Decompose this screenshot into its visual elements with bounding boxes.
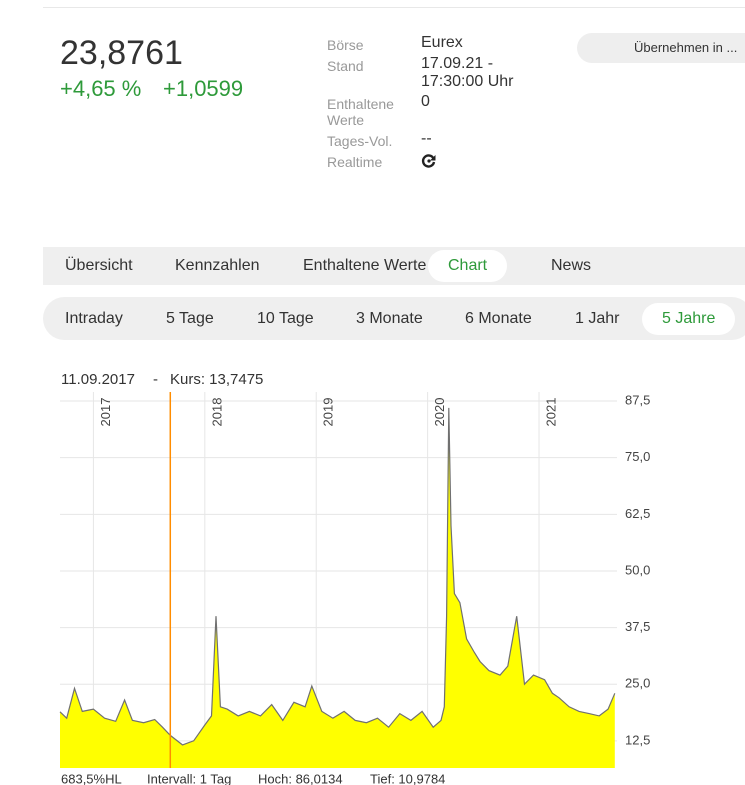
footer-stat: Intervall: 1 Tag <box>147 771 231 785</box>
area <box>60 407 615 768</box>
period-tab[interactable]: 3 Monate <box>356 309 423 327</box>
price: 23,8761 <box>60 34 183 72</box>
y-tick-label: 62,5 <box>625 506 650 521</box>
footer-stat: 683,5%HL <box>61 771 122 785</box>
y-tick-label: 75,0 <box>625 449 650 464</box>
x-tick-label: 2021 <box>543 398 558 427</box>
period-bar: Intraday 5 Tage 10 Tage 3 Monate 6 Monate 1 J… <box>43 297 745 340</box>
period-tab[interactable]: 6 Monate <box>465 309 532 327</box>
crosshair-sep: - <box>153 371 158 388</box>
period-tab[interactable]: 5 Tage <box>166 309 214 327</box>
info-label: Stand <box>327 58 364 74</box>
info-row: Tages-Vol. -- <box>327 130 527 149</box>
info-table: Börse Eurex Stand 17.09.21 - 17:30:00 Uhr En… <box>327 34 527 172</box>
info-label: Tages-Vol. <box>327 133 393 149</box>
period-tab[interactable]: 1 Jahr <box>575 309 620 327</box>
footer-stat: Tief: 10,9784 <box>370 771 445 785</box>
change-percent: +4,65 % <box>60 76 142 101</box>
info-label: Realtime <box>327 154 383 170</box>
line <box>59 407 616 746</box>
chart: 2017 2018 2019 2020 2021 12,5 25,0 37,5 50,0 62,5… <box>59 371 650 785</box>
y-tick-label: 87,5 <box>625 392 650 407</box>
y-tick-label: 37,5 <box>625 619 650 634</box>
period-tab[interactable]: 5 Jahre <box>642 302 736 335</box>
y-tick-label: 12,5 <box>625 732 650 747</box>
crosshair-value: Kurs: 13,7475 <box>170 371 263 388</box>
change-absolute: +1,0599 <box>163 76 244 101</box>
info-row: Enthaltene Werte 0 <box>327 93 527 128</box>
info-row: Realtime <box>327 151 527 170</box>
period-tab[interactable]: Intraday <box>65 309 123 327</box>
y-tick-label: 50,0 <box>625 562 650 577</box>
info-value: -- <box>421 130 432 147</box>
info-label: Börse <box>327 37 364 53</box>
tab[interactable]: Kennzahlen <box>175 257 260 274</box>
realtime-icon <box>421 154 436 168</box>
info-row: Börse Eurex <box>327 34 527 53</box>
tab[interactable]: Enthaltene Werte <box>303 257 427 274</box>
x-tick-label: 2020 <box>432 398 447 427</box>
icon-head <box>430 155 436 161</box>
info-label: Enthaltene Werte <box>327 96 394 128</box>
info-row: Stand 17.09.21 - 17:30:00 Uhr <box>327 55 527 91</box>
crosshair-date: 11.09.2017 <box>61 371 135 388</box>
transfer-button[interactable]: Übernehmen in ... <box>577 33 745 63</box>
y-tick-label: 25,0 <box>625 676 650 691</box>
info-value: Eurex <box>421 34 463 51</box>
tab[interactable]: Chart <box>428 250 508 282</box>
tab-bar: Übersicht Kennzahlen Enthaltene Werte Chart… <box>43 247 745 285</box>
divider <box>43 7 745 8</box>
info-value: 0 <box>421 93 430 110</box>
footer-stat: Hoch: 86,0134 <box>258 771 343 785</box>
icon-arrow <box>421 154 436 168</box>
tab[interactable]: News <box>551 257 592 274</box>
icon-dot <box>427 159 431 163</box>
info-value: 17.09.21 - 17:30:00 Uhr <box>421 55 514 90</box>
x-tick-label: 2017 <box>98 398 113 427</box>
x-tick-label: 2019 <box>321 398 336 427</box>
x-tick-label: 2018 <box>209 398 224 427</box>
period-tab[interactable]: 10 Tage <box>257 309 314 327</box>
tab[interactable]: Übersicht <box>65 257 133 274</box>
